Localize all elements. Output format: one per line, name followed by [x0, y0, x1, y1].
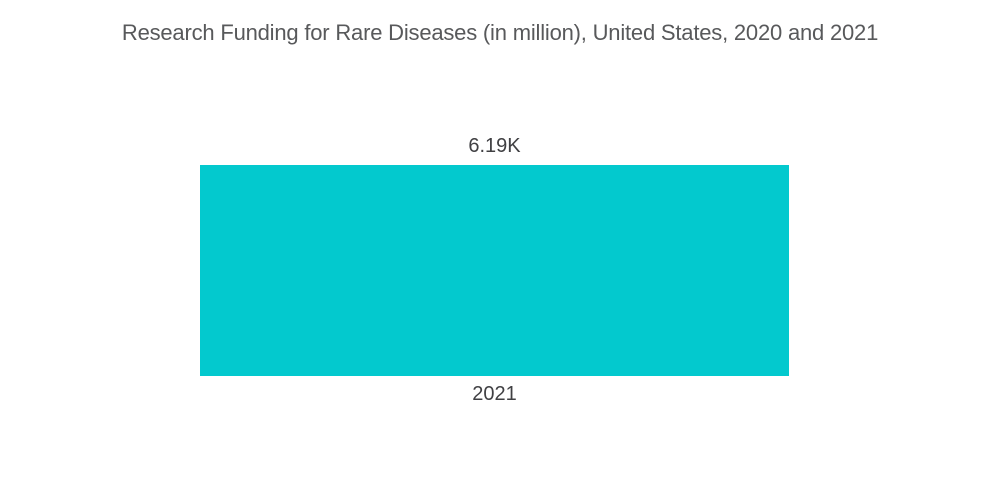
chart-title: Research Funding for Rare Diseases (in m… — [121, 20, 879, 45]
bar-value-label: 6.19K — [468, 135, 521, 157]
category-label-2021: 2021 — [472, 383, 517, 405]
bar-2021 — [200, 165, 789, 376]
plot-area: 6.19K 2021 — [200, 135, 789, 410]
